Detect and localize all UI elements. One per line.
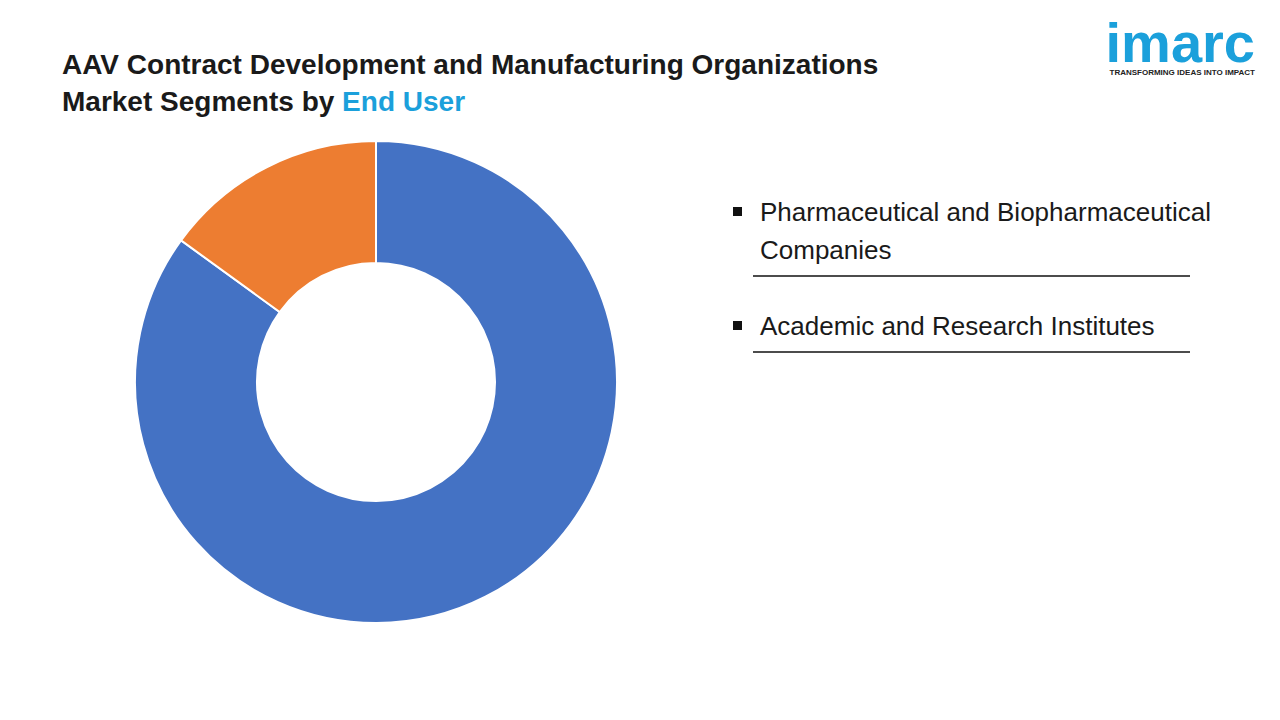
legend-line: Pharmaceutical and Biopharmaceutical [760, 197, 1211, 227]
legend-line: Companies [760, 235, 892, 265]
logo-name: imarc [1106, 11, 1255, 74]
legend-bullet [733, 321, 742, 330]
legend-label: Pharmaceutical and Biopharmaceutical Comp… [760, 197, 1211, 265]
donut-slice [181, 141, 376, 312]
legend-line: Academic and Research Institutes [760, 311, 1155, 341]
legend-bullet [733, 207, 742, 216]
title-part: Manufacturing [483, 49, 684, 80]
title-part: Segments [152, 86, 294, 117]
legend-underline [753, 275, 1190, 277]
donut-slice [135, 141, 617, 623]
title-part: Organizations [684, 49, 878, 80]
chart-canvas: AAV Contract Development and Manufacturi… [0, 0, 1280, 720]
title-part: User [395, 86, 465, 117]
legend-underline [753, 351, 1190, 353]
title-part: and [426, 49, 484, 80]
legend-label: Academic and Research Institutes [760, 311, 1155, 341]
title-part: End [334, 86, 395, 117]
title-part: by [294, 86, 335, 117]
title-part: Contract [119, 49, 242, 80]
chart-title: AAV Contract Development and Manufacturi… [62, 49, 878, 117]
logo-tagline: TRANSFORMING IDEAS INTO IMPACT [1110, 68, 1256, 77]
title-part: Market [62, 86, 152, 117]
title-part: Development [242, 49, 426, 80]
donut [135, 141, 617, 623]
title-part: AAV [62, 49, 119, 80]
